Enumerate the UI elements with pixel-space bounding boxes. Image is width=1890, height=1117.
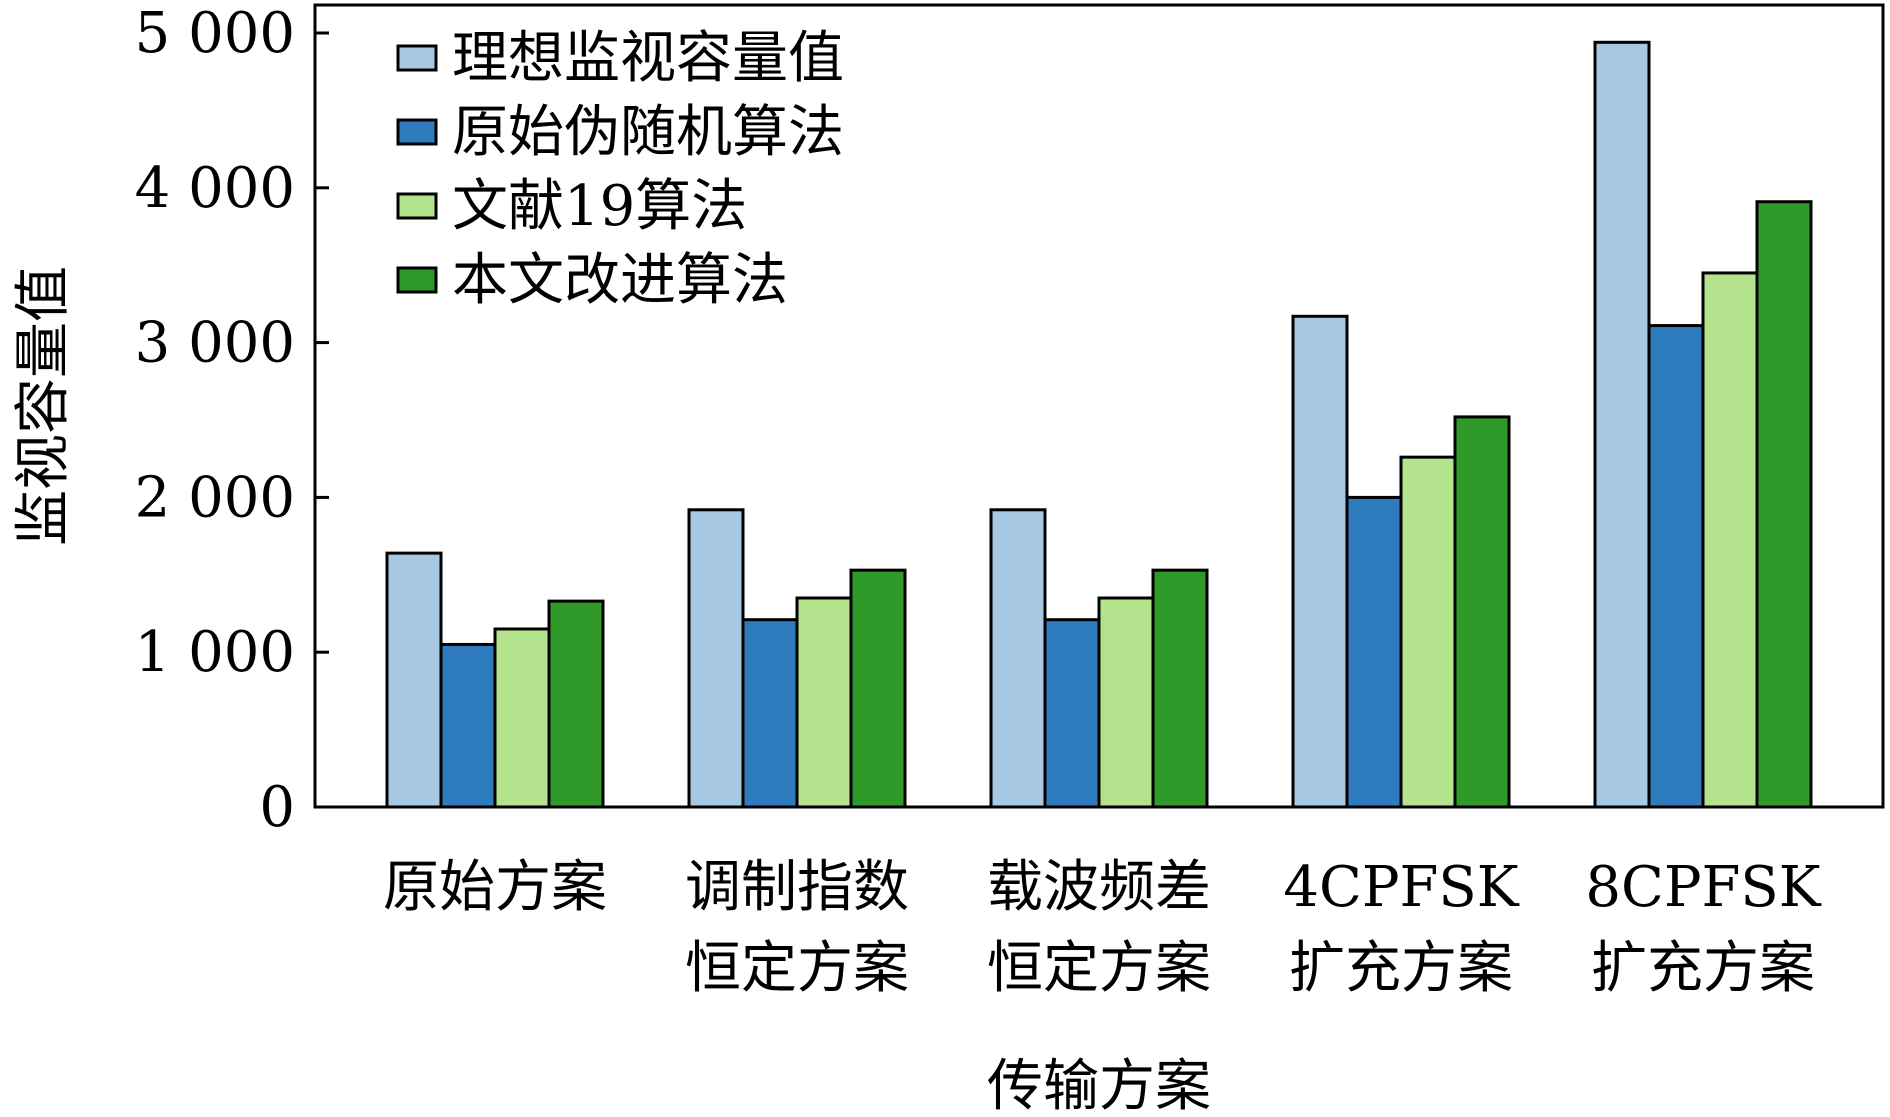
y-axis-label: 监视容量值: [11, 266, 76, 546]
bar: [1097, 596, 1155, 809]
bar: [1151, 568, 1209, 809]
x-category-label: 4CPFSK: [1283, 855, 1519, 920]
bar: [1453, 415, 1511, 809]
bar: [1701, 271, 1759, 809]
bar: [795, 596, 853, 809]
bar: [1593, 40, 1651, 809]
y-tick-label: 2 000: [135, 465, 295, 530]
bar: [1043, 618, 1101, 809]
y-tick-label: 0: [259, 775, 295, 840]
x-category-label: 8CPFSK: [1585, 855, 1821, 920]
bar: [989, 508, 1047, 809]
legend-label: 文献19算法: [452, 174, 747, 239]
bar: [1345, 495, 1403, 809]
legend-label: 理想监视容量值: [452, 26, 844, 91]
legend-swatch: [396, 266, 438, 294]
bar: [1399, 455, 1457, 809]
y-tick-label: 4 000: [135, 156, 295, 221]
bar: [385, 551, 443, 809]
legend-swatch: [396, 118, 438, 146]
bar: [1291, 314, 1349, 809]
bar: [547, 599, 605, 809]
plot-frame: [313, 3, 1885, 809]
y-tick-label: 1 000: [135, 620, 295, 685]
x-category-label: 恒定方案: [685, 936, 909, 1001]
y-tick-label: 3 000: [135, 311, 295, 376]
bar: [687, 508, 745, 809]
x-category-label: 原始方案: [383, 855, 607, 920]
bar: [1755, 200, 1813, 809]
x-category-label: 载波频差: [987, 855, 1211, 920]
bar: [849, 568, 907, 809]
bar: [439, 642, 497, 809]
x-category-label: 扩充方案: [1591, 936, 1815, 1001]
bar: [493, 627, 551, 809]
bars-layer: [385, 40, 1813, 809]
x-category-label: 恒定方案: [987, 936, 1211, 1001]
x-axis-label: 传输方案: [987, 1054, 1211, 1117]
bar: [1647, 324, 1705, 809]
x-category-label: 调制指数: [685, 855, 909, 920]
y-axis-ticks: 0 1 000 2 000 3 000 4 000 5 000: [135, 1, 329, 840]
bar: [741, 618, 799, 809]
legend-label: 原始伪随机算法: [452, 100, 844, 165]
legend-label: 本文改进算法: [452, 248, 788, 313]
legend-swatch: [396, 192, 438, 220]
y-tick-label: 5 000: [135, 1, 295, 66]
legend-swatch: [396, 44, 438, 72]
x-category-label: 扩充方案: [1289, 936, 1513, 1001]
